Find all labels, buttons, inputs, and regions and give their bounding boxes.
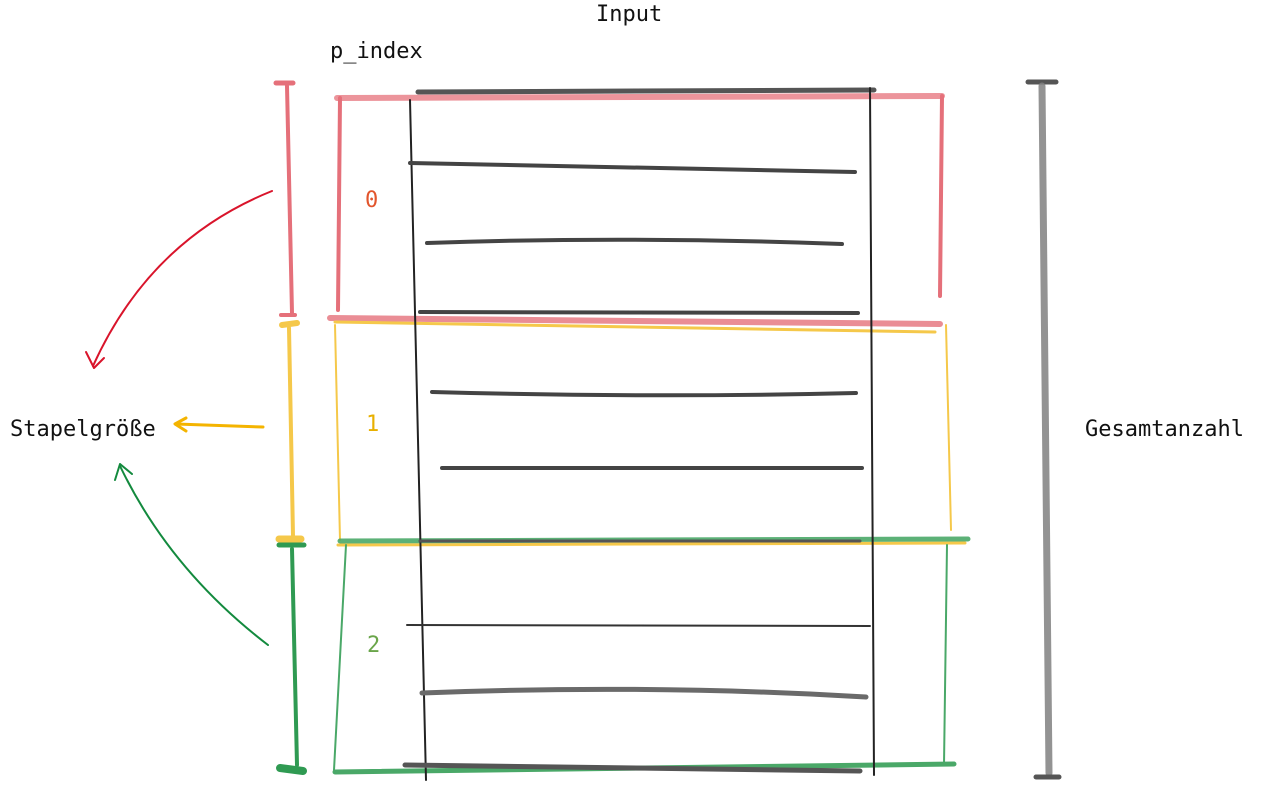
batch-index-0: 0 bbox=[365, 188, 378, 213]
input-table bbox=[402, 87, 877, 781]
table-row bbox=[425, 237, 844, 246]
table-row bbox=[406, 624, 871, 627]
batch-box-0 bbox=[327, 93, 945, 327]
bracket-green bbox=[276, 542, 307, 775]
arrow-yellow bbox=[173, 416, 265, 433]
table-row bbox=[408, 161, 857, 174]
total-count-label: Gesamtanzahl bbox=[1085, 417, 1244, 442]
input-table-bottom bbox=[402, 762, 863, 774]
total-bracket bbox=[1025, 79, 1062, 780]
arrow-red bbox=[85, 190, 273, 369]
arrow-green bbox=[114, 463, 269, 646]
input-title: Input bbox=[596, 2, 662, 27]
bracket-yellow bbox=[275, 320, 305, 543]
p-index-header: p_index bbox=[330, 39, 423, 64]
input-table-right bbox=[869, 87, 875, 776]
batch-index-1: 1 bbox=[366, 412, 379, 437]
table-row bbox=[430, 390, 858, 398]
batch-size-label: Stapelgröße bbox=[10, 417, 156, 442]
input-table-left bbox=[409, 99, 427, 781]
table-row bbox=[418, 310, 860, 315]
table-row bbox=[419, 686, 869, 700]
input-table-top bbox=[415, 87, 877, 95]
batch-box-1 bbox=[333, 320, 967, 547]
batch-index-2: 2 bbox=[367, 633, 380, 658]
bracket-red bbox=[273, 80, 297, 317]
